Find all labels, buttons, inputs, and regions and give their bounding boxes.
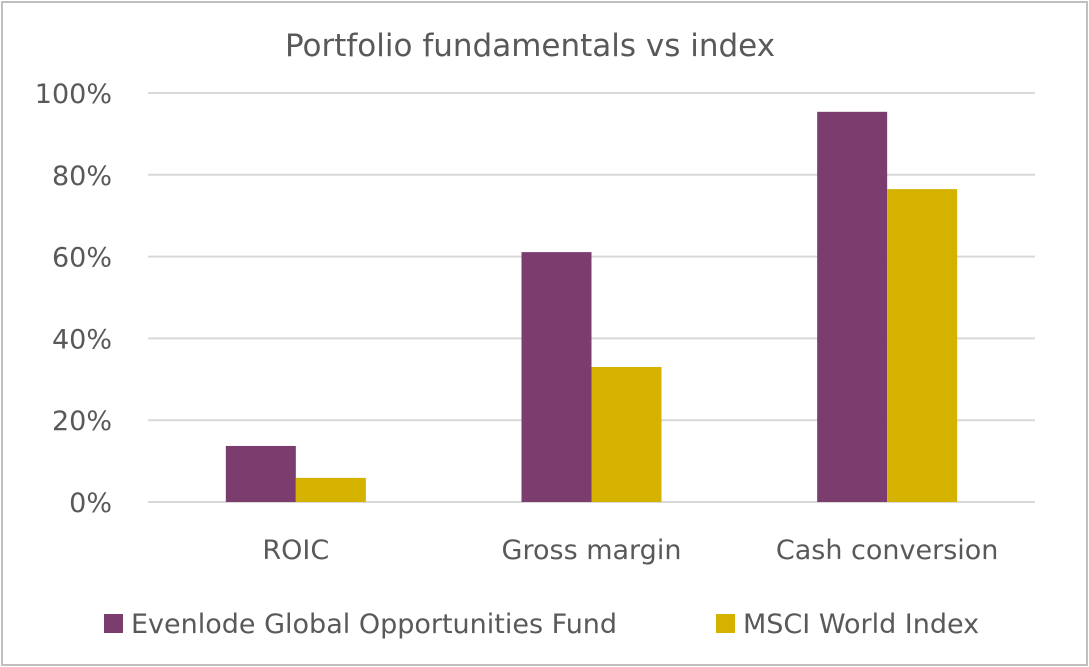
y-tick-label: 0% <box>69 488 112 519</box>
bar-index <box>887 189 958 503</box>
chart-title: Portfolio fundamentals vs index <box>285 28 775 64</box>
bar-index <box>591 367 662 502</box>
y-tick-label: 80% <box>52 161 112 192</box>
x-tick-label: Cash conversion <box>776 535 999 566</box>
legend-swatch <box>104 614 123 633</box>
legend-label: MSCI World Index <box>743 609 979 640</box>
y-tick-label: 100% <box>35 79 112 110</box>
bar-fund <box>521 252 592 502</box>
x-tick-label: ROIC <box>262 535 329 566</box>
y-tick-label: 60% <box>52 243 112 274</box>
y-tick-label: 20% <box>52 406 112 437</box>
bar-fund <box>225 445 296 502</box>
y-tick-label: 40% <box>52 324 112 355</box>
bar-index <box>295 477 366 502</box>
legend-label: Evenlode Global Opportunities Fund <box>131 609 617 640</box>
legend-swatch <box>716 614 735 633</box>
bar-fund <box>817 111 888 503</box>
x-tick-label: Gross margin <box>502 535 682 566</box>
